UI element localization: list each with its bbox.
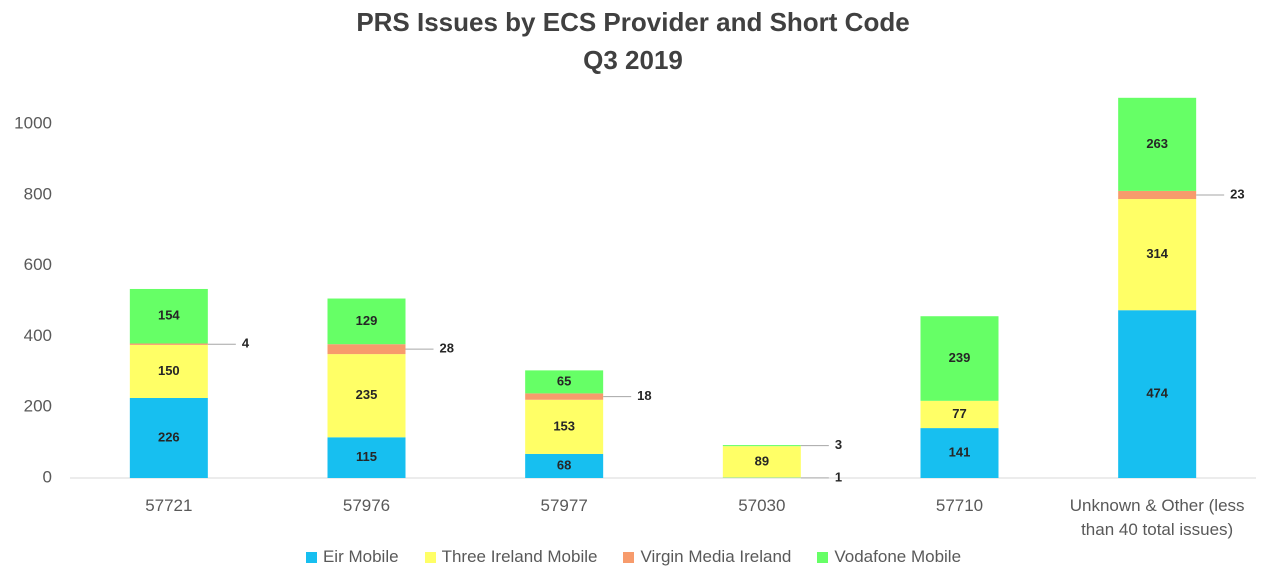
x-tick-label: 57977 <box>540 496 588 515</box>
bar-segment <box>920 428 999 478</box>
y-tick-label: 1000 <box>14 113 52 132</box>
data-label: 150 <box>158 363 180 378</box>
y-tick-label: 400 <box>24 326 52 345</box>
bar-segment <box>525 393 604 400</box>
bar-segment <box>525 453 604 478</box>
bar-segment <box>327 354 406 438</box>
data-label: 235 <box>356 387 378 402</box>
data-label: 263 <box>1146 136 1168 151</box>
data-label: 3 <box>835 437 842 452</box>
data-label: 141 <box>949 444 971 459</box>
x-tick-label: 57710 <box>935 496 984 515</box>
bar-segment <box>129 343 208 345</box>
bar-segment <box>1118 97 1197 191</box>
data-label: 1 <box>835 469 842 484</box>
data-label: 115 <box>356 449 377 464</box>
bar-segment <box>525 399 604 454</box>
bar-segment <box>129 288 208 344</box>
legend-swatch <box>305 551 317 563</box>
plot: PRS Issues by ECS Provider and Short Cod… <box>14 7 1256 486</box>
bar-segment <box>1118 190 1197 200</box>
legend: Eir Mobile Three Ireland Mobile Virgin Med… <box>0 547 1267 567</box>
data-label: 23 <box>1230 186 1244 201</box>
data-label: 153 <box>553 418 575 433</box>
bar-segment <box>525 370 604 394</box>
bar-segment <box>920 400 999 429</box>
data-label: 239 <box>949 350 971 365</box>
data-label: 28 <box>440 341 454 356</box>
bar-segment <box>722 445 801 447</box>
y-tick-label: 200 <box>24 397 52 416</box>
data-label: 65 <box>557 373 571 388</box>
legend-item: Three Ireland Mobile <box>424 547 598 567</box>
legend-label: Eir Mobile <box>322 547 399 566</box>
data-label: 474 <box>1146 386 1168 401</box>
legend-item: Eir Mobile <box>305 547 399 567</box>
legend-item: Vodafone Mobile <box>817 547 961 567</box>
bar-segment <box>327 298 406 345</box>
y-tick-label: 800 <box>24 184 52 203</box>
data-label: 4 <box>242 336 250 351</box>
data-label: 129 <box>356 313 378 328</box>
legend-label: Virgin Media Ireland <box>640 547 792 566</box>
chart-subtitle: Q3 2019 <box>583 45 683 75</box>
legend-item: Virgin Media Ireland <box>623 547 791 567</box>
bar-segment <box>327 344 406 355</box>
x-tick-label: Unknown & Other (less than 40 total issu… <box>1069 496 1245 539</box>
x-tick-label: 57721 <box>145 496 193 515</box>
legend-label: Three Ireland Mobile <box>441 547 598 566</box>
chart-title: PRS Issues by ECS Provider and Short Cod… <box>356 7 909 37</box>
bar-segment <box>1118 199 1197 311</box>
y-tick-label: 0 <box>43 467 52 486</box>
data-label: 226 <box>158 429 180 444</box>
data-label: 89 <box>755 453 769 468</box>
data-label: 68 <box>557 457 571 472</box>
legend-swatch <box>817 551 829 563</box>
bar-segment <box>129 344 208 398</box>
data-label: 154 <box>158 308 180 323</box>
legend-swatch <box>424 551 436 563</box>
x-tick-label: 57030 <box>738 496 786 515</box>
bar-segment <box>920 316 999 401</box>
y-tick-label: 600 <box>24 255 52 274</box>
x-tick-label: 57976 <box>342 496 391 515</box>
bar-segment <box>722 446 801 478</box>
data-label: 77 <box>952 406 966 421</box>
legend-label: Vodafone Mobile <box>834 547 962 566</box>
legend-swatch <box>623 551 635 563</box>
bar-segment <box>129 397 208 478</box>
data-label: 314 <box>1146 246 1168 261</box>
bar-segment <box>327 437 406 478</box>
bar-segment <box>1118 310 1197 478</box>
data-label: 18 <box>637 388 651 403</box>
